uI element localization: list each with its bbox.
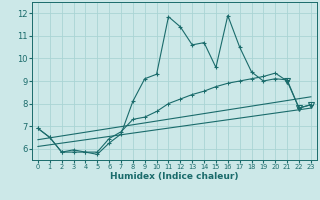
X-axis label: Humidex (Indice chaleur): Humidex (Indice chaleur) bbox=[110, 172, 239, 181]
